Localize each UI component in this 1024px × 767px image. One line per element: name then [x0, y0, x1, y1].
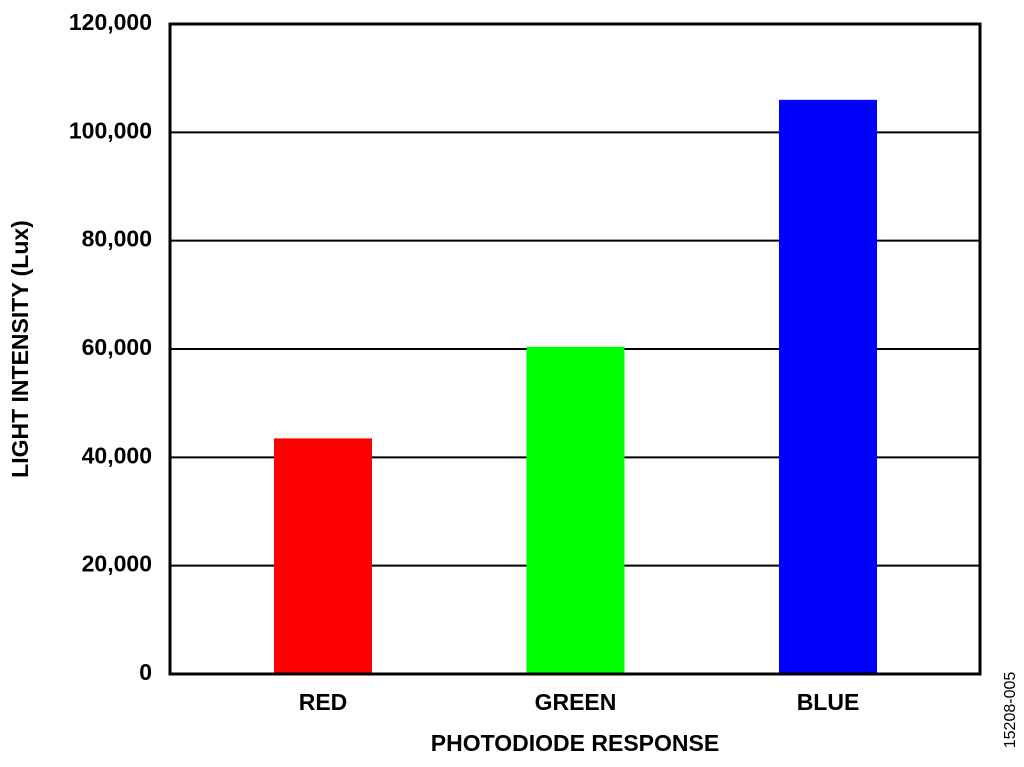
bar [526, 346, 625, 674]
x-tick-label: RED [299, 689, 348, 715]
y-axis-label: LIGHT INTENSITY (Lux) [7, 220, 33, 478]
x-tick-label: BLUE [797, 689, 860, 715]
y-tick-label: 40,000 [82, 442, 152, 468]
y-tick-label: 0 [139, 659, 152, 685]
bar [779, 99, 877, 675]
y-tick-label: 100,000 [69, 117, 152, 143]
x-axis-label: PHOTODIODE RESPONSE [431, 730, 719, 756]
y-tick-label: 20,000 [82, 551, 152, 577]
figure-id: 15208-005 [1002, 672, 1019, 749]
bar [274, 438, 372, 674]
plot-frame [168, 22, 982, 676]
y-tick-label: 80,000 [82, 226, 152, 252]
x-tick-label: GREEN [535, 689, 617, 715]
y-tick-label: 60,000 [82, 334, 152, 360]
y-tick-label: 120,000 [69, 9, 152, 35]
